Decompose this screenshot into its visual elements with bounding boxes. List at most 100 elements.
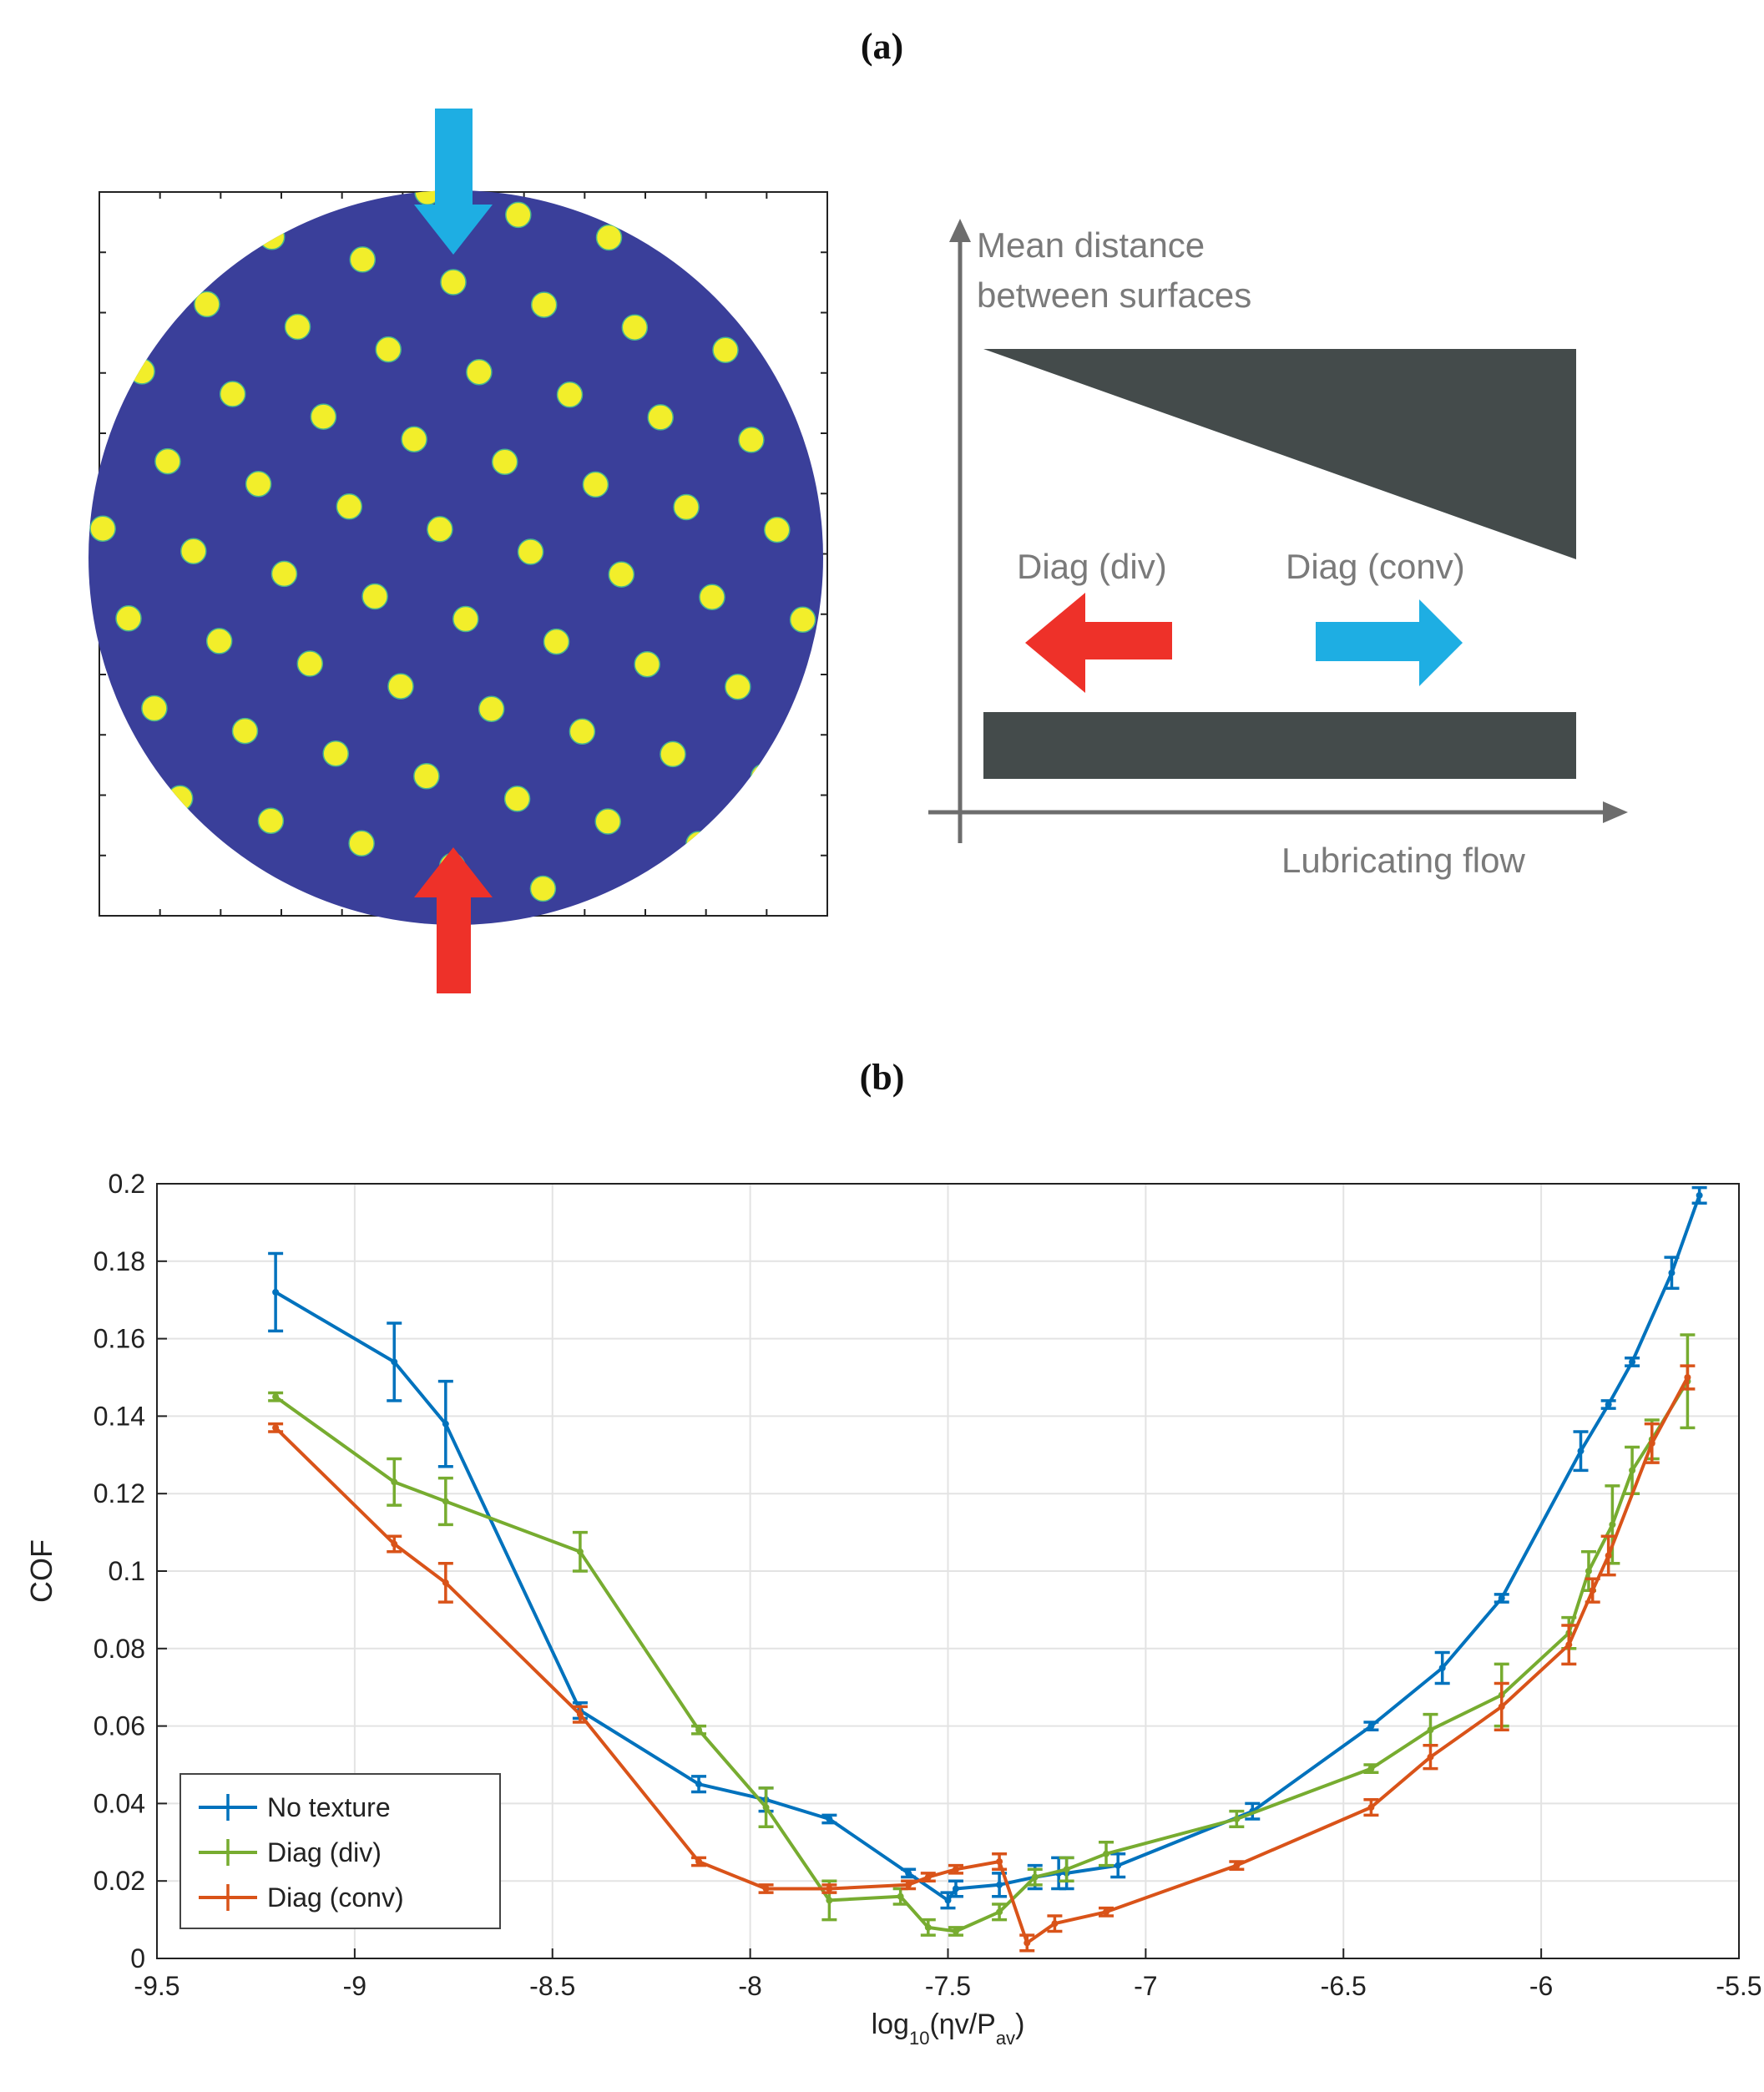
data-point — [272, 1393, 280, 1401]
texture-dimple — [284, 313, 311, 341]
texture-dimple — [699, 584, 725, 610]
texture-dimple — [245, 470, 272, 498]
texture-dimple — [594, 808, 621, 835]
data-point — [695, 1858, 703, 1865]
texture-dimple — [427, 516, 453, 543]
y-tick-label: 0.14 — [94, 1401, 145, 1431]
data-point — [442, 1420, 449, 1428]
x-tick-label: -7 — [1134, 1971, 1157, 2001]
texture-dimple — [401, 426, 427, 452]
texture-dimple — [712, 336, 739, 364]
y-tick-label: 0.04 — [94, 1788, 145, 1818]
data-point — [695, 1781, 703, 1788]
data-point — [952, 1866, 959, 1873]
data-point — [996, 1858, 1003, 1865]
data-point — [391, 1358, 398, 1366]
texture-dimple — [375, 336, 402, 363]
texture-dimple — [231, 717, 259, 745]
data-point — [1609, 1521, 1616, 1529]
y-tick-label: 0.1 — [109, 1556, 145, 1586]
data-point — [826, 1815, 833, 1822]
data-point — [576, 1710, 584, 1718]
data-point — [1367, 1765, 1375, 1772]
texture-dimple — [478, 695, 505, 722]
data-point — [826, 1885, 833, 1892]
data-point — [272, 1288, 280, 1296]
data-point — [1605, 1401, 1612, 1408]
series-diag-conv — [268, 1364, 1696, 1953]
x-tick-label: -8.5 — [529, 1971, 575, 2001]
data-point — [1605, 1552, 1612, 1559]
texture-dimple — [789, 606, 816, 634]
x-tick-label: -7.5 — [925, 1971, 971, 2001]
panel-a-label: (a) — [860, 26, 904, 67]
data-point — [1233, 1862, 1241, 1869]
wedge-schematic: Mean distance between surfaces Diag (div… — [928, 219, 1628, 880]
texture-dimple — [336, 493, 363, 520]
data-point — [695, 1726, 703, 1734]
texture-dimple — [349, 246, 377, 273]
data-point — [952, 1885, 959, 1892]
chart-legend: No texture Diag (div) Diag (conv) — [179, 1773, 501, 1929]
texture-dimple — [129, 358, 155, 385]
schematic-y-arrow-icon — [949, 219, 971, 242]
x-tick-label: -9 — [343, 1971, 366, 2001]
cof-chart: -9.5 -9 -8.5 -8 -7.5 -7 -6.5 -6 -5.5 0 0.02 0.04 0.0… — [24, 1169, 1762, 2049]
texture-dimple — [466, 358, 493, 386]
texture-dimple — [503, 786, 531, 812]
texture-dimple — [387, 673, 414, 700]
texture-dimple — [608, 561, 635, 588]
texture-dimple — [115, 605, 142, 632]
texture-dimple — [505, 201, 532, 229]
y-tick-label: 0.02 — [94, 1866, 145, 1896]
div-red-arrow-left-icon — [1025, 593, 1172, 693]
upper-surface-wedge — [983, 349, 1576, 559]
texture-dimple — [725, 674, 751, 700]
lower-surface-block — [983, 712, 1576, 779]
texture-dimple — [258, 224, 286, 250]
texture-dimple — [296, 650, 324, 677]
data-point — [1051, 1920, 1059, 1928]
x-tick-label: -9.5 — [134, 1971, 179, 2001]
data-point — [905, 1869, 912, 1877]
data-point — [762, 1804, 770, 1812]
data-point — [576, 1548, 584, 1555]
data-point — [952, 1928, 959, 1935]
data-point — [1498, 1594, 1505, 1602]
data-point — [1498, 1703, 1505, 1710]
texture-dimple — [310, 403, 337, 430]
y-tick-label: 0.12 — [94, 1478, 145, 1508]
y-axis-label: COF — [24, 1539, 58, 1603]
texture-dimple — [529, 875, 557, 902]
data-point — [1696, 1191, 1703, 1199]
textured-disc-figure: Mean distance between surfaces Diag (div… — [88, 109, 1628, 993]
schematic-x-arrow-icon — [1603, 801, 1628, 823]
texture-dimple — [322, 740, 349, 767]
texture-dimple — [440, 269, 467, 296]
texture-dimple — [205, 628, 233, 654]
x-axis-label: log10(ηv/Pav) — [872, 2009, 1025, 2049]
texture-dimple — [750, 763, 777, 791]
y-tick-label: 0.06 — [94, 1711, 145, 1741]
x-tick-label: -5.5 — [1716, 1971, 1761, 2001]
texture-dimple — [219, 381, 246, 407]
data-point — [1438, 1665, 1446, 1671]
series-line — [274, 1380, 1690, 1933]
texture-dimple — [634, 650, 660, 678]
texture-dimple — [257, 807, 285, 834]
texture-dimple — [595, 224, 623, 251]
panel-b-label: (b) — [859, 1057, 905, 1098]
x-tick-label: -8 — [738, 1971, 761, 2001]
y-tick-label: 0 — [130, 1943, 145, 1973]
texture-dimple — [543, 628, 570, 655]
data-point — [924, 1923, 932, 1931]
data-point — [391, 1540, 398, 1548]
conv-blue-arrow-right-icon — [1316, 599, 1463, 686]
data-point — [924, 1873, 932, 1881]
schematic-conv-label: Diag (conv) — [1286, 547, 1465, 586]
blue-arrow-down-icon — [414, 109, 493, 255]
data-point — [1668, 1269, 1676, 1276]
texture-dimple — [194, 291, 220, 318]
texture-dimple — [154, 447, 181, 475]
data-point — [442, 1498, 449, 1505]
